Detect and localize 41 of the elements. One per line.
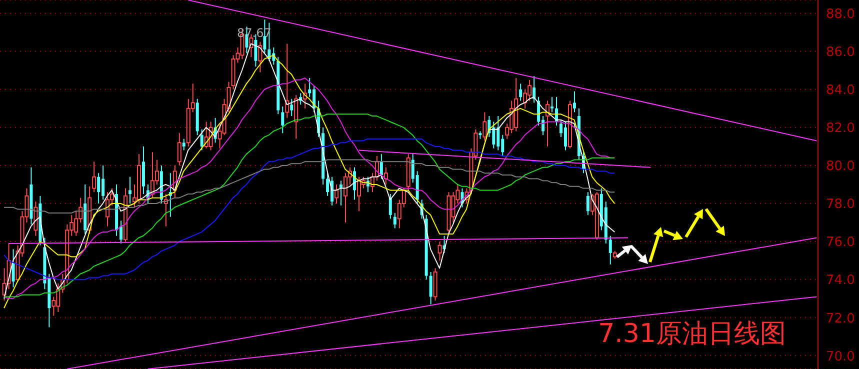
candlestick [572, 90, 576, 113]
candlestick [532, 76, 536, 104]
candlestick [334, 184, 339, 204]
candlestick [608, 235, 612, 265]
candlestick [340, 180, 343, 206]
candlestick [92, 161, 96, 193]
candlestick [12, 248, 15, 288]
candlestick [106, 192, 110, 227]
candlestick [200, 128, 204, 151]
y-tick-label: 78.0 [826, 197, 855, 212]
y-tick-label: 88.0 [826, 6, 855, 22]
candlestick [586, 192, 590, 216]
candlestick [182, 138, 186, 151]
candlestick [128, 176, 132, 204]
y-tick-label: 82.0 [826, 121, 855, 136]
candlestick [290, 98, 294, 117]
candlestick [384, 166, 388, 185]
y-tick-label: 74.0 [826, 273, 855, 288]
candlestick [482, 112, 487, 142]
y-tick-label: 72.0 [826, 311, 855, 326]
y-tick-label: 86.0 [826, 44, 855, 60]
candlestick [344, 172, 348, 224]
candlestick [281, 106, 284, 134]
candlestick [550, 96, 554, 113]
candlestick [97, 172, 100, 204]
y-tick-label: 80.0 [826, 159, 855, 174]
candlestick [438, 241, 442, 262]
y-tick-label: 70.0 [826, 349, 855, 364]
candlestick [177, 132, 182, 166]
y-tick-label: 84.0 [826, 83, 855, 98]
candlestick [294, 94, 298, 140]
candlestick [258, 41, 262, 73]
candlestick [388, 194, 392, 220]
candlestick [519, 83, 522, 102]
y-tick-label: 76.0 [826, 235, 855, 250]
candlestick [429, 271, 432, 305]
candlestick [523, 88, 528, 109]
candlestick [393, 212, 396, 229]
text: 7.31原油日线图 [598, 318, 786, 351]
candlestick [564, 121, 567, 151]
candlestick [380, 154, 383, 180]
